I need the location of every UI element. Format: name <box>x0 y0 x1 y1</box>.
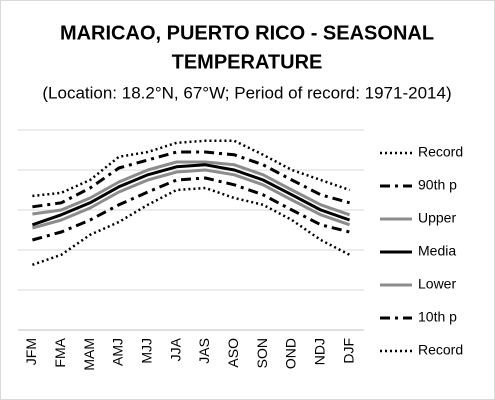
series-line <box>31 163 351 227</box>
series-line <box>32 160 351 217</box>
x-tick-label: AMJ <box>110 338 126 366</box>
series-line <box>31 186 351 266</box>
legend-label: Media <box>418 243 456 259</box>
x-tick-label: DJF <box>340 338 356 364</box>
series-line <box>32 139 351 198</box>
series-line <box>31 176 350 242</box>
x-tick-label: MAM <box>81 338 97 371</box>
x-tick-label: JJA <box>167 337 183 361</box>
x-tick-label: NDJ <box>311 338 327 365</box>
legend-label: Record <box>418 144 463 160</box>
x-tick-label: OND <box>283 338 299 369</box>
chart-title: TEMPERATURE <box>172 51 323 73</box>
legend-label: Record <box>418 342 463 358</box>
series-line <box>31 168 351 230</box>
x-tick-label: JFM <box>23 338 39 365</box>
chart-title: MARICAO, PUERTO RICO - SEASONAL <box>60 22 434 44</box>
legend-label: Upper <box>418 210 456 226</box>
legend-label: 90th p <box>418 177 457 193</box>
x-tick-label: ASO <box>225 338 241 368</box>
x-tick-label: FMA <box>52 337 68 367</box>
x-tick-label: SON <box>254 338 270 368</box>
x-tick-label: JAS <box>196 338 212 364</box>
legend-label: 10th p <box>418 309 457 325</box>
legend-label: Lower <box>418 276 456 292</box>
x-tick-label: MJJ <box>138 338 154 364</box>
series-line <box>32 150 351 209</box>
chart-subtitle: (Location: 18.2°N, 67°W; Period of recor… <box>42 83 451 102</box>
